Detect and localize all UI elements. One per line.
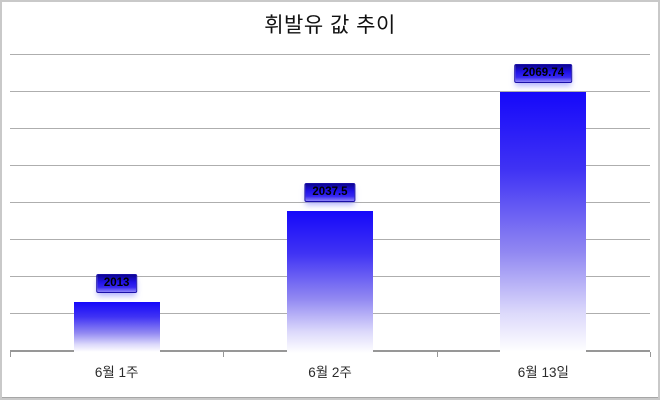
chart-title: 휘발유 값 추이 [264,14,396,37]
gridline [10,127,650,129]
category-label: 6월 1주 [94,365,139,380]
bar [73,302,160,353]
axis-tick [10,351,11,357]
category-label: 6월 2주 [308,365,352,380]
axis-tick [650,351,651,357]
bar-value-label: 2037.5 [304,183,356,203]
gridline [10,202,650,203]
bar [500,91,587,353]
gridline [10,90,650,92]
axis-tick [223,351,225,357]
bar [287,211,373,353]
gridline [10,164,650,166]
bar-value-label: 2069.74 [514,63,573,83]
axis-tick [436,351,438,357]
bar-value-label: 2013 [95,274,138,294]
gridline [10,53,650,55]
category-label: 6월 13일 [517,365,569,380]
